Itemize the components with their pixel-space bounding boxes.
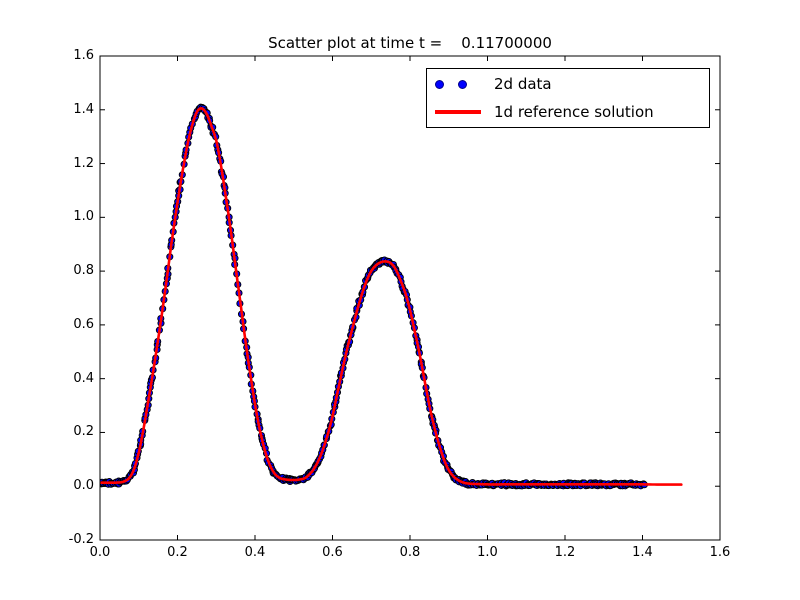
plot-title: Scatter plot at time t = 0.11700000 [268,34,552,52]
legend-scatter-marker-icon [427,79,491,89]
legend-dot-icon [458,79,467,89]
legend-dot-icon [435,79,444,89]
plot-area [100,103,683,490]
y-tick-label: -0.2 [68,532,94,547]
y-tick-label: 0.4 [73,370,94,386]
x-tick-label: 0.0 [89,545,111,560]
reference-line [100,107,683,486]
legend-label-2d-data: 2d data [494,75,552,93]
x-tick-label: 1.0 [477,545,498,560]
y-tick-label: 0.8 [73,263,94,279]
legend-label-1d-reference: 1d reference solution [494,103,654,121]
y-tick-label: 0.2 [73,424,94,440]
legend-line-icon [435,110,481,114]
y-tick-label: 1.2 [73,155,94,171]
x-tick-label: 1.2 [554,545,576,560]
y-tick-label: 0.6 [73,316,94,332]
x-tick-label: 1.4 [632,545,653,560]
y-tick-label: 1.0 [73,209,94,225]
legend: 2d data 1d reference solution [426,68,710,128]
legend-line-marker-icon [427,110,491,114]
y-tick-label: 0.0 [73,478,94,494]
scatter-series-2d-data [100,103,648,490]
x-tick-label: 0.6 [322,545,343,560]
x-tick-label: 0.4 [244,545,266,560]
y-tick-label: 1.6 [73,48,94,63]
y-tick-label: 1.4 [73,101,94,117]
legend-entry-2d-data: 2d data [427,71,709,97]
x-tick-label: 1.6 [709,545,731,560]
legend-entry-1d-reference: 1d reference solution [427,99,709,125]
x-tick-label: 0.2 [167,545,188,560]
x-tick-label: 0.8 [399,545,421,560]
